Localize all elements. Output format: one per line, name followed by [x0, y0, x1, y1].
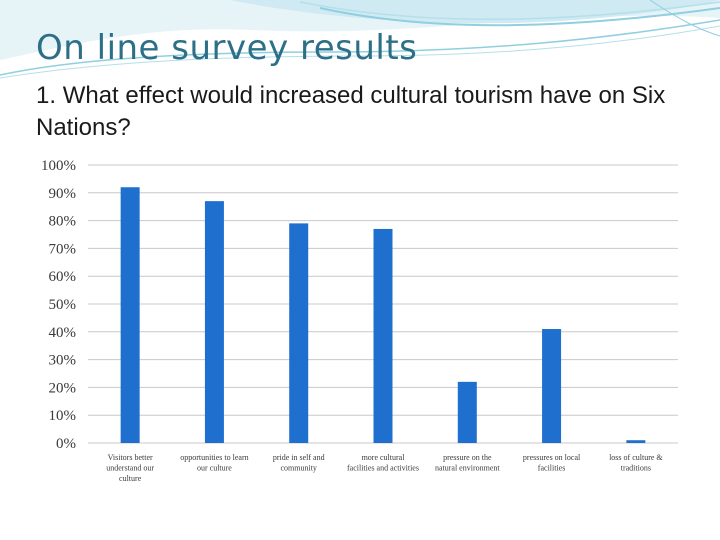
x-category-label: loss of culture & traditions — [609, 453, 663, 473]
y-tick-label: 10% — [49, 408, 77, 424]
y-tick-label: 70% — [49, 241, 77, 257]
x-category-label: pride in self and community — [273, 453, 325, 473]
bar — [204, 201, 224, 443]
bar — [120, 187, 140, 443]
bar — [373, 228, 393, 443]
y-tick-label: 0% — [56, 436, 76, 452]
y-tick-label: 30% — [49, 353, 77, 369]
y-tick-label: 20% — [49, 380, 77, 396]
bars — [120, 187, 646, 443]
header-banner-decoration — [0, 0, 720, 79]
question-number: 1. — [36, 82, 57, 109]
bar — [626, 440, 646, 443]
x-category-label: opportunities to learn our culture — [180, 453, 248, 473]
y-tick-label: 80% — [49, 214, 77, 230]
y-tick-label: 40% — [49, 325, 77, 341]
x-axis-labels: Visitors better understand our culture oppo… — [106, 453, 663, 483]
x-category-label: more cultural facilities and activities — [347, 453, 419, 473]
y-tick-label: 90% — [49, 186, 77, 202]
bar — [289, 223, 309, 443]
bar — [542, 329, 562, 443]
x-category-label: Visitors better understand our culture — [106, 453, 154, 483]
question-text: What effect would increased cultural tou… — [36, 82, 666, 141]
x-category-label: pressure on the natural environment — [435, 453, 500, 473]
slide-title: On line survey results — [36, 28, 418, 68]
bar-chart: 0% 10% 20% 30% 40% 50% 60% 70% 80% 90% 100% Visito… — [41, 158, 678, 483]
survey-question: 1. What effect would increased cultural … — [36, 80, 676, 144]
y-axis-ticks: 0% 10% 20% 30% 40% 50% 60% 70% 80% 90% 100% — [41, 158, 76, 452]
x-category-label: pressures on local facilities — [523, 453, 581, 473]
y-tick-label: 50% — [49, 297, 77, 313]
bar — [457, 381, 477, 443]
y-tick-label: 60% — [49, 269, 77, 285]
y-tick-label: 100% — [41, 158, 76, 174]
